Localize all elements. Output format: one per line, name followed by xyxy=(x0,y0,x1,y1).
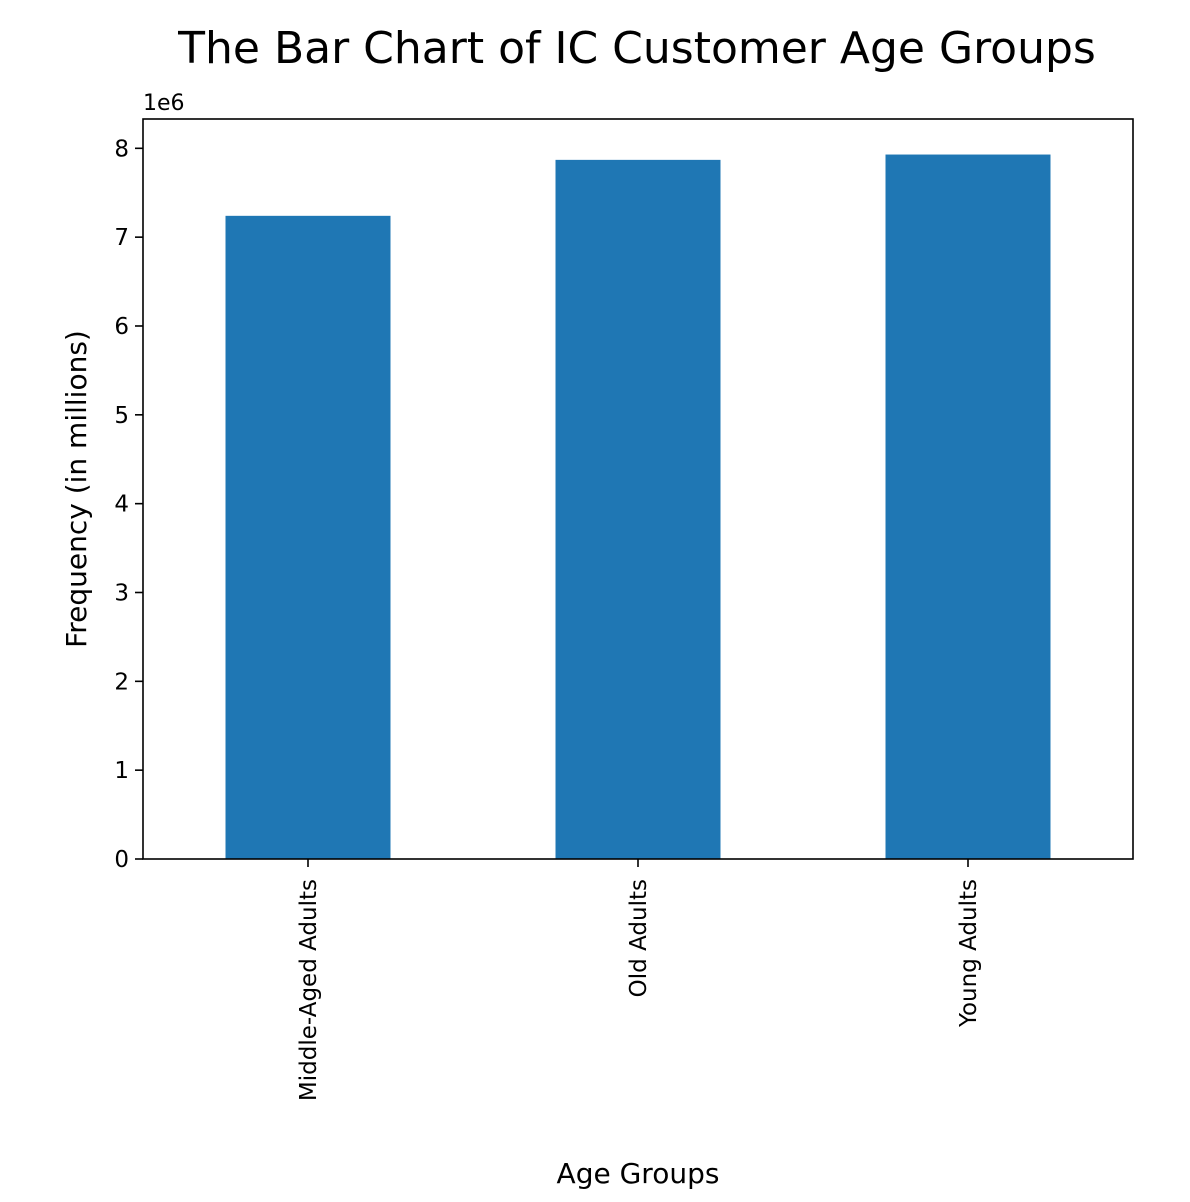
bars-layer xyxy=(226,155,1051,859)
chart-title: The Bar Chart of IC Customer Age Groups xyxy=(177,23,1096,74)
bar-young-adults xyxy=(886,155,1051,859)
x-tick-label: Old Adults xyxy=(626,879,652,997)
y-tick-label: 1 xyxy=(114,758,129,784)
x-tick-label: Middle-Aged Adults xyxy=(296,879,322,1101)
y-tick-label: 3 xyxy=(114,580,129,606)
y-tick-label: 0 xyxy=(114,847,129,873)
y-tick-label: 6 xyxy=(114,314,129,340)
x-axis-label: Age Groups xyxy=(557,1157,720,1190)
y-tick-label: 5 xyxy=(114,403,129,429)
y-offset-label: 1e6 xyxy=(143,91,185,116)
bar-middle-aged-adults xyxy=(226,216,391,859)
y-tick-label: 2 xyxy=(114,669,129,695)
bar-old-adults xyxy=(556,160,721,859)
y-tick-label: 8 xyxy=(114,136,129,162)
y-axis: 0 1 2 3 4 5 6 7 8 xyxy=(114,136,143,873)
y-axis-label: Frequency (in millions) xyxy=(60,330,93,648)
y-tick-label: 7 xyxy=(114,225,129,251)
x-tick-label: Young Adults xyxy=(956,879,982,1028)
x-axis: Middle-Aged Adults Old Adults Young Adults xyxy=(296,859,982,1101)
y-tick-label: 4 xyxy=(114,492,129,518)
